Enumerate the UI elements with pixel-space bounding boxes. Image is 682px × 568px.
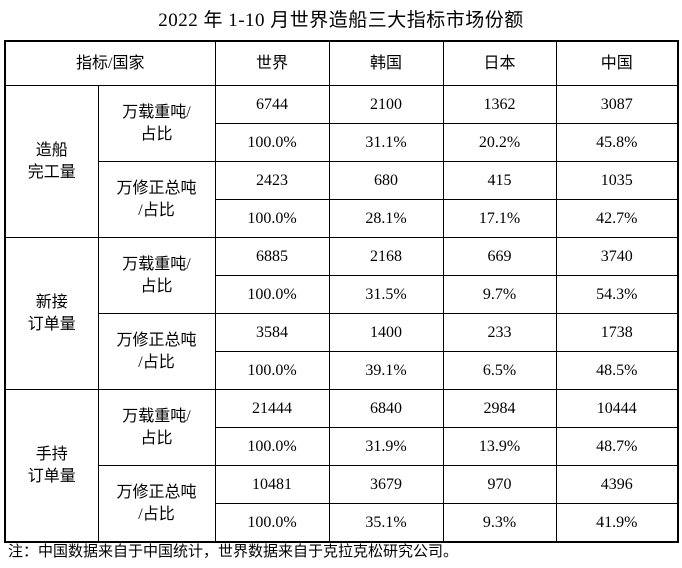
data-cell: 42.7% <box>555 199 679 238</box>
data-cell: 6885 <box>214 237 330 276</box>
table-row: 100.0% 35.1% 9.3% 41.9% <box>5 503 679 543</box>
data-cell: 100.0% <box>214 123 330 162</box>
table-row: 100.0% 31.1% 20.2% 45.8% <box>5 123 679 162</box>
metric-label-line: 万载重吨/ <box>122 407 191 425</box>
data-cell: 31.9% <box>328 427 444 466</box>
footnote: 注：中国数据来自于中国统计，世界数据来自于克拉克松研究公司。 <box>8 544 459 560</box>
header-col-world: 世界 <box>214 40 330 86</box>
metric-label-line: 占比 <box>140 125 173 143</box>
table-row: 手持 订单量 万载重吨/ 占比 21444 6840 2984 10444 <box>4 389 679 543</box>
data-cell: 1035 <box>555 161 679 200</box>
data-cell: 3087 <box>555 85 679 124</box>
data-cell: 3679 <box>328 465 444 504</box>
data-cell: 45.8% <box>555 123 679 162</box>
metric-label-cgt: 万修正总吨 /占比 <box>97 313 216 390</box>
metric-label-line: 万修正总吨 <box>116 331 197 349</box>
header-col-korea: 韩国 <box>328 40 444 86</box>
data-cell: 2168 <box>328 237 444 276</box>
data-cell: 6.5% <box>442 351 557 390</box>
data-cell: 28.1% <box>328 199 444 238</box>
data-cell: 669 <box>442 237 557 276</box>
header-indicator-country: 指标/国家 <box>4 40 216 86</box>
table-row: 万修正总吨 /占比 2423 680 415 1035 <box>5 161 679 238</box>
data-cell: 6840 <box>328 389 444 428</box>
metric-label-line: /占比 <box>138 201 175 219</box>
group-label-line: 手持 <box>35 445 68 463</box>
group-label-line: 完工量 <box>27 163 76 181</box>
data-cell: 20.2% <box>442 123 557 162</box>
data-cell: 1400 <box>328 313 444 352</box>
data-cell: 3584 <box>214 313 330 352</box>
group-label-line: 订单量 <box>27 315 76 333</box>
data-cell: 233 <box>442 313 557 352</box>
header-col-japan: 日本 <box>442 40 557 86</box>
data-cell: 10481 <box>214 465 330 504</box>
table-row: 造船 完工量 万载重吨/ 占比 6744 2100 1362 3087 <box>4 85 679 238</box>
group-label-new-orders: 新接 订单量 <box>4 237 99 390</box>
header-col-china: 中国 <box>555 40 679 86</box>
metric-label-dwt: 万载重吨/ 占比 <box>97 389 216 466</box>
table-row: 万修正总吨 /占比 3584 1400 233 1738 <box>5 313 679 390</box>
data-cell: 2423 <box>214 161 330 200</box>
metric-label-line: 万修正总吨 <box>116 179 197 197</box>
data-cell: 680 <box>328 161 444 200</box>
metric-label-line: 万修正总吨 <box>116 483 197 501</box>
data-cell: 39.1% <box>328 351 444 390</box>
data-cell: 48.7% <box>555 427 679 466</box>
data-cell: 10444 <box>555 389 679 428</box>
data-cell: 100.0% <box>214 427 330 466</box>
group-label-completions: 造船 完工量 <box>4 85 99 238</box>
data-cell: 6744 <box>214 85 330 124</box>
data-cell: 48.5% <box>555 351 679 390</box>
metric-label-line: 万载重吨/ <box>122 103 191 121</box>
data-cell: 31.1% <box>328 123 444 162</box>
data-cell: 1362 <box>442 85 557 124</box>
metric-label-line: /占比 <box>138 353 175 371</box>
metric-label-cgt: 万修正总吨 /占比 <box>97 161 216 238</box>
data-cell: 100.0% <box>214 503 330 543</box>
header-row: 指标/国家 世界 韩国 日本 中国 <box>4 40 679 86</box>
data-cell: 31.5% <box>328 275 444 314</box>
metric-label-line: 万载重吨/ <box>122 255 191 273</box>
data-cell: 100.0% <box>214 351 330 390</box>
group-label-line: 订单量 <box>27 467 76 485</box>
data-cell: 3740 <box>555 237 679 276</box>
data-cell: 9.7% <box>442 275 557 314</box>
data-cell: 2100 <box>328 85 444 124</box>
market-share-table: 指标/国家 世界 韩国 日本 中国 造船 完工量 万载重吨/ 占比 6744 2… <box>4 40 680 543</box>
data-cell: 35.1% <box>328 503 444 543</box>
data-cell: 1738 <box>555 313 679 352</box>
data-cell: 13.9% <box>442 427 557 466</box>
table-row: 100.0% 31.9% 13.9% 48.7% <box>5 427 679 466</box>
data-cell: 41.9% <box>555 503 679 543</box>
data-cell: 4396 <box>555 465 679 504</box>
table-row: 万修正总吨 /占比 10481 3679 970 4396 <box>5 465 679 543</box>
table-row: 100.0% 31.5% 9.7% 54.3% <box>5 275 679 314</box>
metric-label-line: 占比 <box>140 277 173 295</box>
metric-label-dwt: 万载重吨/ 占比 <box>97 85 216 162</box>
data-cell: 17.1% <box>442 199 557 238</box>
metric-label-cgt: 万修正总吨 /占比 <box>97 465 216 543</box>
table-row: 100.0% 39.1% 6.5% 48.5% <box>5 351 679 390</box>
data-cell: 970 <box>442 465 557 504</box>
table-row: 新接 订单量 万载重吨/ 占比 6885 2168 669 3740 <box>4 237 679 390</box>
data-cell: 100.0% <box>214 199 330 238</box>
data-cell: 100.0% <box>214 275 330 314</box>
group-label-line: 造船 <box>35 141 68 159</box>
table-row: 100.0% 28.1% 17.1% 42.7% <box>5 199 679 238</box>
data-cell: 21444 <box>214 389 330 428</box>
data-cell: 415 <box>442 161 557 200</box>
group-label-line: 新接 <box>35 293 68 311</box>
table-title: 2022 年 1-10 月世界造船三大指标市场份额 <box>158 10 524 31</box>
metric-label-line: /占比 <box>138 505 175 523</box>
metric-label-line: 占比 <box>140 429 173 447</box>
data-cell: 54.3% <box>555 275 679 314</box>
data-cell: 2984 <box>442 389 557 428</box>
group-label-order-backlog: 手持 订单量 <box>4 389 99 543</box>
metric-label-dwt: 万载重吨/ 占比 <box>97 237 216 314</box>
data-cell: 9.3% <box>442 503 557 543</box>
